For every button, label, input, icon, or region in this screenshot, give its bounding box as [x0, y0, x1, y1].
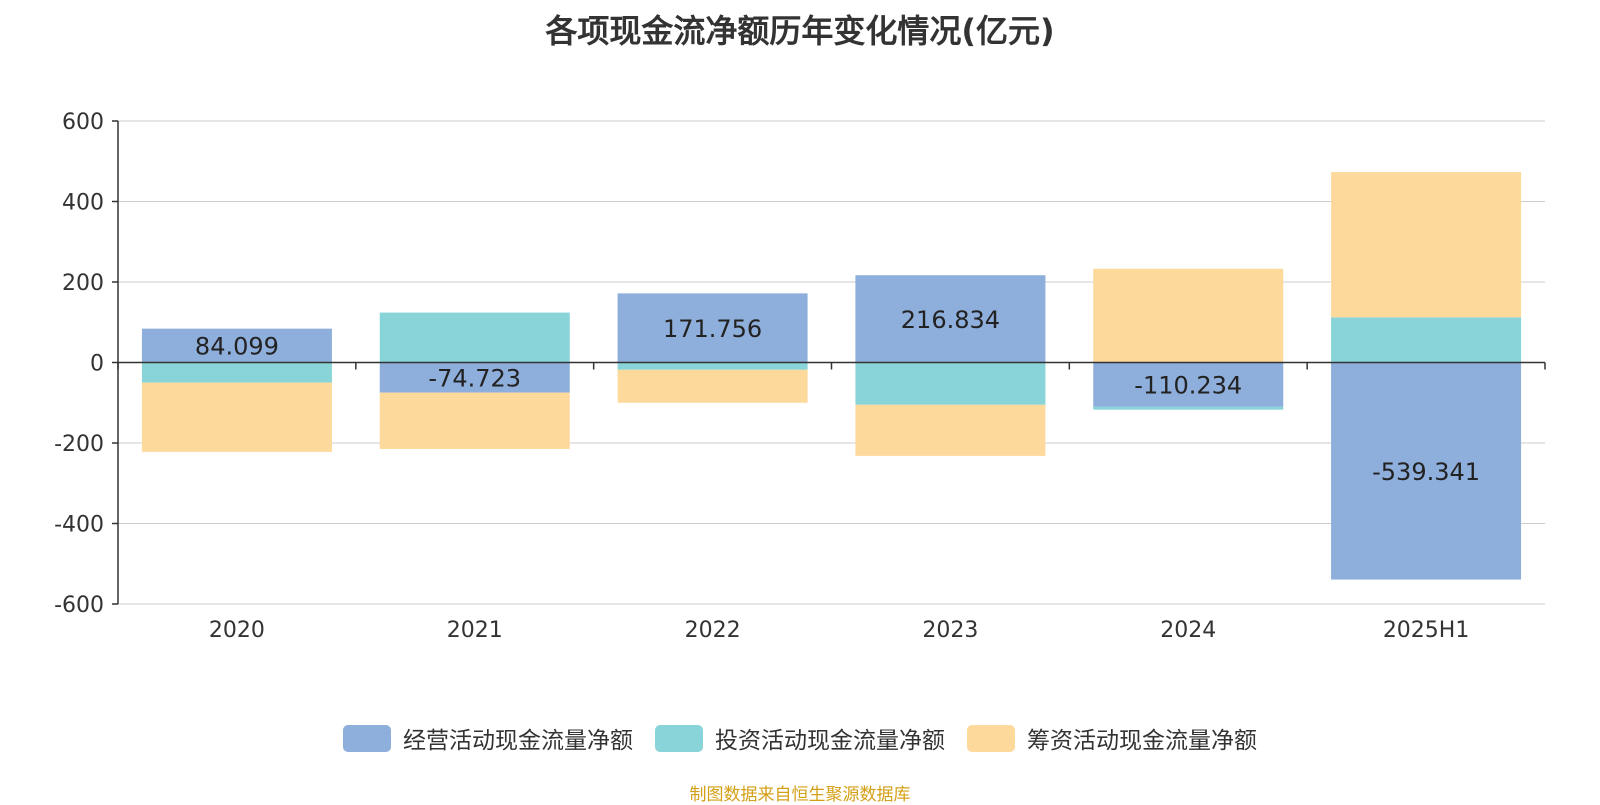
legend-label-financing: 筹资活动现金流量净额	[1027, 728, 1257, 754]
chart-title: 各项现金流净额历年变化情况(亿元)	[545, 12, 1055, 50]
bar-segment[interactable]	[141, 328, 332, 363]
bar-segment[interactable]	[1331, 317, 1522, 363]
y-tick-label: 200	[62, 271, 104, 296]
bar-segment[interactable]	[855, 404, 1046, 456]
x-tick-label: 2023	[922, 618, 978, 643]
y-tick-label: 600	[62, 110, 104, 135]
y-tick-label: 0	[90, 352, 104, 377]
bar-segment[interactable]	[141, 382, 332, 452]
data-label: -110.234	[1134, 372, 1242, 400]
bar-segment[interactable]	[617, 369, 808, 403]
legend-item-financing[interactable]: 筹资活动现金流量净额	[967, 721, 1257, 755]
legend-item-investing[interactable]: 投资活动现金流量净额	[655, 721, 945, 755]
data-labels: 84.099 -74.723 171.756 216.834 -110.234 -539.…	[195, 306, 1480, 486]
bar-segment[interactable]	[1093, 268, 1284, 363]
legend: 经营活动现金流量净额 投资活动现金流量净额 筹资活动现金流量净额	[0, 721, 1600, 755]
grid-lines	[118, 120, 1545, 605]
x-tick-label: 2024	[1160, 618, 1216, 643]
x-tick-label: 2021	[447, 618, 503, 643]
bar-segment[interactable]	[1331, 362, 1522, 580]
bar-segment[interactable]	[855, 362, 1046, 405]
bar-segment[interactable]	[1331, 172, 1522, 318]
bar-segment[interactable]	[855, 275, 1046, 363]
y-tick-label: -200	[54, 432, 104, 457]
legend-swatch-financing	[967, 724, 1015, 752]
data-label: 171.756	[663, 315, 762, 343]
bar-segment[interactable]	[1093, 362, 1284, 407]
legend-swatch-investing	[655, 724, 703, 752]
source-note: 制图数据来自恒生聚源数据库	[689, 785, 911, 805]
bar-segment[interactable]	[617, 293, 808, 363]
bar-segment[interactable]	[1093, 406, 1284, 410]
x-tick-label: 2020	[209, 618, 265, 643]
data-label: 216.834	[901, 306, 1000, 334]
y-tick-label: -400	[54, 513, 104, 538]
bars	[141, 172, 1522, 580]
bar-segment[interactable]	[379, 392, 570, 449]
data-label: -74.723	[428, 365, 521, 393]
legend-item-operating[interactable]: 经营活动现金流量净额	[343, 721, 633, 755]
legend-label-operating: 经营活动现金流量净额	[403, 728, 633, 754]
legend-swatch-operating	[343, 724, 391, 752]
x-tick-label: 2022	[685, 618, 741, 643]
data-label: -539.341	[1372, 458, 1480, 486]
bar-segment[interactable]	[379, 362, 570, 393]
legend-label-investing: 投资活动现金流量净额	[715, 728, 945, 754]
bar-segment[interactable]	[141, 362, 332, 383]
y-tick-label: 400	[62, 191, 104, 216]
bar-segment[interactable]	[617, 362, 808, 370]
axes: 600 400 200 0 -200 -400 -600 2020 2021 2022 2023 20…	[54, 110, 1546, 643]
x-tick-label: 2025H1	[1383, 618, 1470, 643]
bar-segment[interactable]	[379, 312, 570, 363]
data-label: 84.099	[195, 333, 279, 361]
y-tick-label: -600	[54, 593, 104, 618]
